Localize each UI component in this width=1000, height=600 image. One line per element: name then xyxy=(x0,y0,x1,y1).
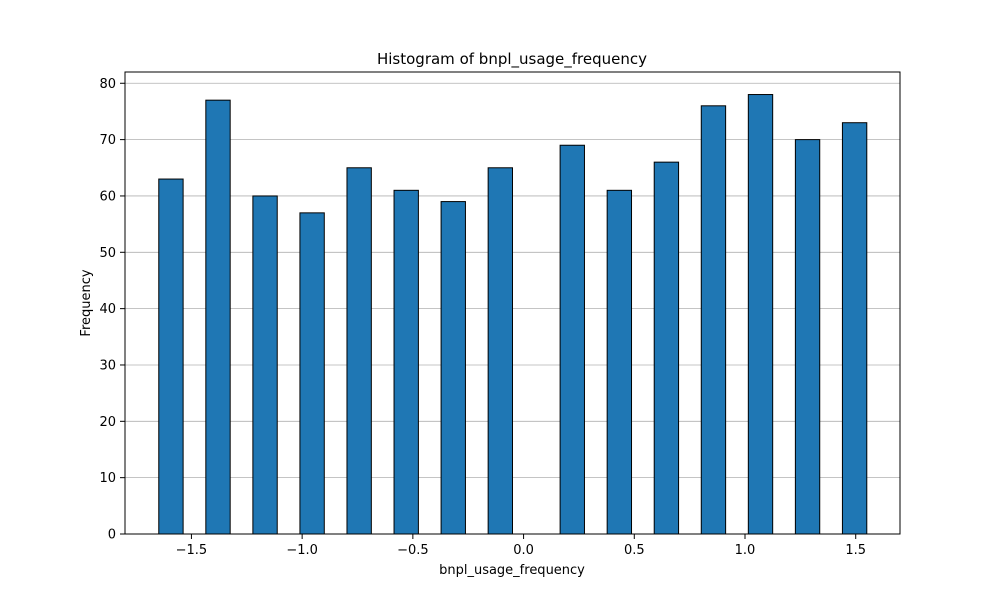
x-axis-label: bnpl_usage_frequency xyxy=(439,563,585,578)
y-axis-label: Frequency xyxy=(79,269,94,336)
x-tick-label-2: −0.5 xyxy=(397,543,429,558)
x-tick-label-1: −1.0 xyxy=(286,543,318,558)
histogram-bar-15 xyxy=(841,122,868,535)
y-tick-label-7: 70 xyxy=(99,133,116,148)
histogram-bar-3 xyxy=(299,212,325,535)
x-tick-label-0: −1.5 xyxy=(176,543,208,558)
histogram-bar-12 xyxy=(700,105,727,535)
y-tick-label-1: 10 xyxy=(99,471,116,486)
histogram-bar-9 xyxy=(559,144,585,535)
y-tick-label-2: 20 xyxy=(99,415,116,430)
y-axis-ticks: 0 10 20 30 40 50 60 70 80 xyxy=(99,77,125,543)
histogram-bar-13 xyxy=(747,94,774,535)
y-tick-label-4: 40 xyxy=(99,302,116,317)
y-tick-label-8: 80 xyxy=(99,77,116,92)
y-tick-label-5: 50 xyxy=(99,246,116,261)
chart-title: Histogram of bnpl_usage_frequency xyxy=(377,50,647,69)
x-axis-ticks: −1.5 −1.0 −0.5 0.0 0.5 1.0 1.5 xyxy=(176,534,866,558)
y-tick-label-0: 0 xyxy=(108,528,116,543)
histogram-bar-1 xyxy=(205,99,231,535)
y-tick-label-6: 60 xyxy=(99,189,116,204)
x-tick-label-6: 1.5 xyxy=(845,543,866,558)
histogram-bar-0 xyxy=(158,178,184,535)
histogram-bar-2 xyxy=(252,195,278,535)
histogram-bar-11 xyxy=(653,161,680,535)
histogram-bar-7 xyxy=(487,167,513,535)
x-tick-label-5: 1.0 xyxy=(735,543,756,558)
histogram-bar-6 xyxy=(440,201,466,535)
histogram-bar-5 xyxy=(393,189,419,535)
histogram-bar-10 xyxy=(606,189,633,535)
x-tick-label-4: 0.5 xyxy=(624,543,645,558)
bars xyxy=(158,94,868,535)
histogram-bar-14 xyxy=(794,139,821,535)
histogram-bar-4 xyxy=(346,167,372,535)
x-tick-label-3: 0.0 xyxy=(513,543,534,558)
y-tick-label-3: 30 xyxy=(99,358,116,373)
plot-frame xyxy=(124,71,901,535)
